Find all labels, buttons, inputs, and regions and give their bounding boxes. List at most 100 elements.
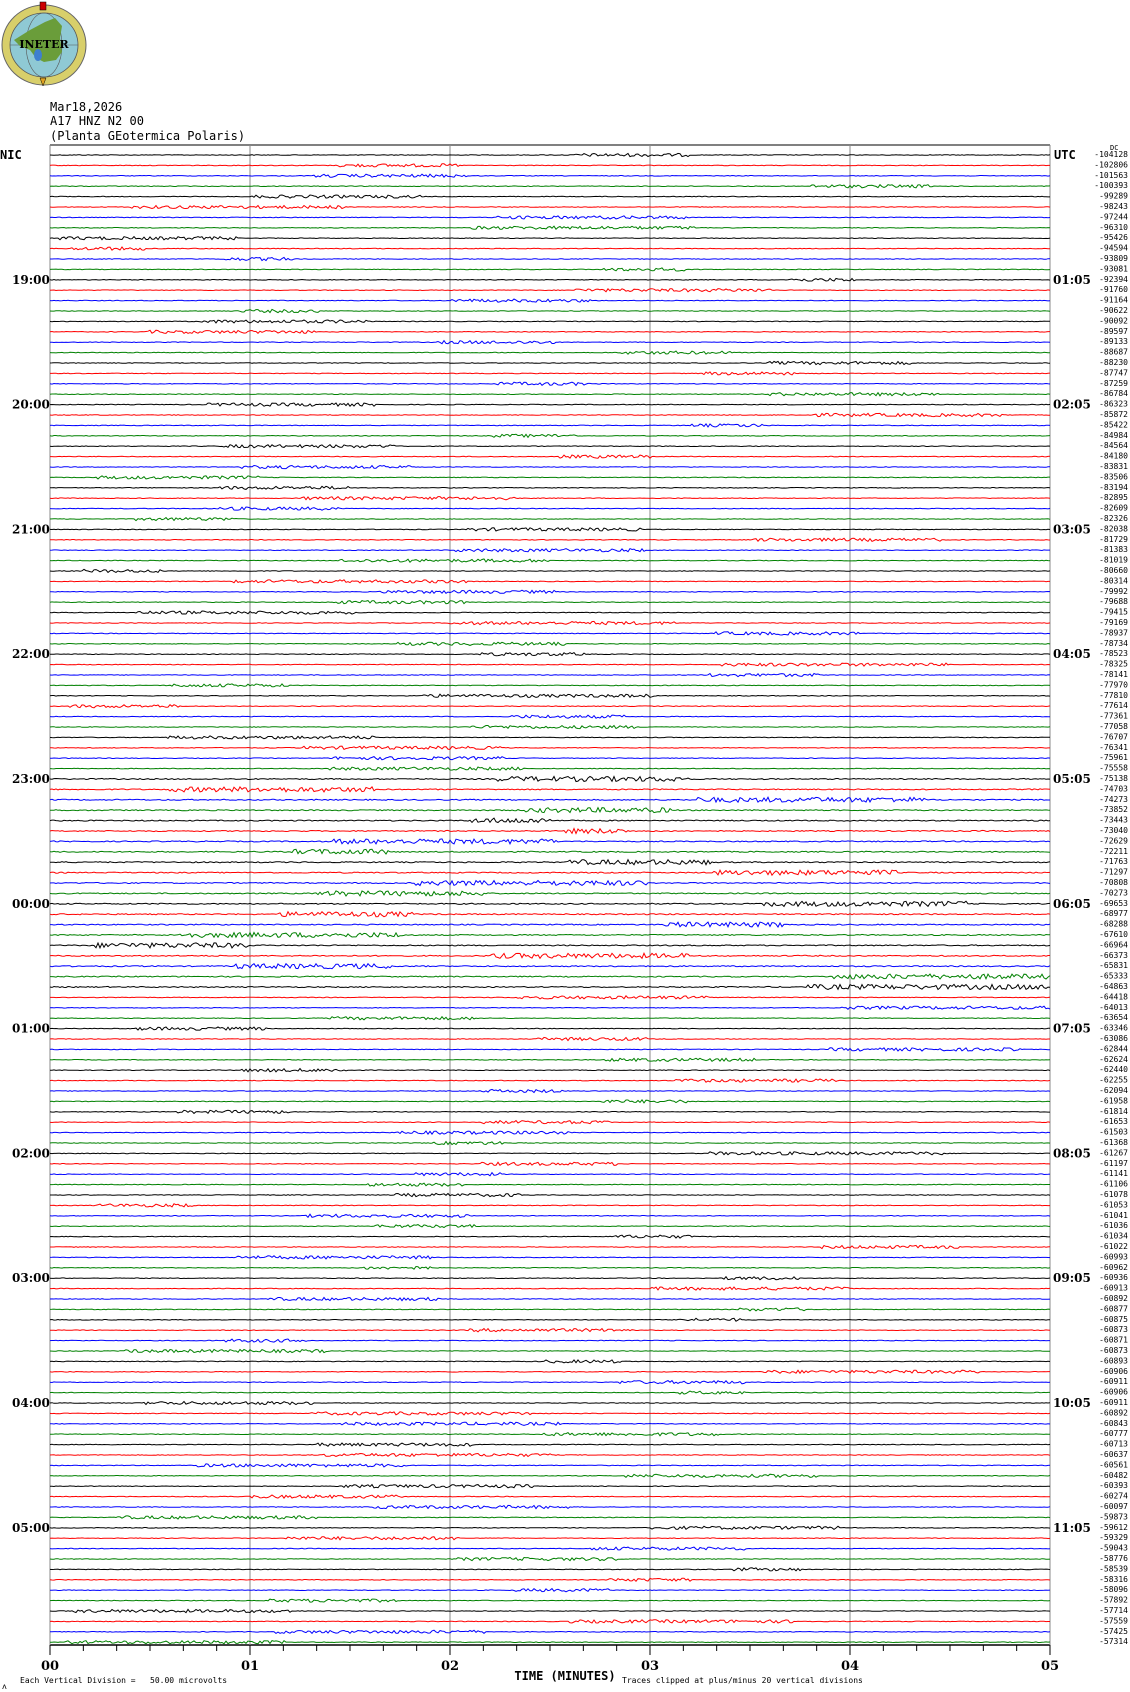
trace-offset-label: -78523 bbox=[1099, 649, 1128, 658]
trace-69 bbox=[49, 869, 1051, 877]
x-tick-label: 05 bbox=[1041, 1659, 1059, 1674]
trace-72 bbox=[49, 900, 1051, 908]
trace-103 bbox=[49, 1223, 1051, 1229]
trace-56 bbox=[49, 735, 1051, 740]
trace-48 bbox=[49, 651, 1051, 657]
right-timezone-label: UTC bbox=[1054, 148, 1076, 162]
right-hour-label: 01:05 bbox=[1053, 273, 1091, 287]
trace-1 bbox=[49, 163, 1050, 168]
trace-offset-label: -79688 bbox=[1099, 597, 1128, 606]
trace-offset-label: -77361 bbox=[1099, 712, 1128, 721]
trace-15 bbox=[49, 308, 1051, 314]
trace-10 bbox=[50, 256, 1050, 262]
trace-82 bbox=[49, 1005, 1051, 1010]
trace-offset-label: -82038 bbox=[1099, 524, 1128, 533]
trace-5 bbox=[49, 204, 1051, 210]
trace-34 bbox=[49, 506, 1051, 511]
trace-offset-label: -71763 bbox=[1099, 857, 1128, 866]
trace-offset-label: -60873 bbox=[1099, 1346, 1128, 1355]
left-hour-label: 21:00 bbox=[12, 522, 50, 536]
trace-104 bbox=[49, 1234, 1050, 1239]
trace-offset-label: -60777 bbox=[1099, 1429, 1128, 1438]
trace-3 bbox=[49, 183, 1051, 189]
trace-93 bbox=[49, 1119, 1051, 1125]
trace-6 bbox=[49, 215, 1051, 220]
trace-74 bbox=[50, 921, 1051, 928]
trace-105 bbox=[50, 1244, 1051, 1250]
right-hour-label: 11:05 bbox=[1053, 1521, 1091, 1535]
trace-129 bbox=[49, 1494, 1050, 1499]
trace-offset-label: -57714 bbox=[1099, 1606, 1128, 1615]
trace-25 bbox=[49, 412, 1050, 418]
trace-offset-label: -98243 bbox=[1099, 202, 1128, 211]
trace-offset-label: -57314 bbox=[1099, 1637, 1128, 1646]
trace-120 bbox=[49, 1400, 1051, 1406]
trace-128 bbox=[49, 1483, 1050, 1489]
trace-0 bbox=[49, 152, 1051, 158]
trace-53 bbox=[49, 704, 1051, 709]
trace-143 bbox=[49, 1639, 1051, 1645]
trace-offset-label: -58096 bbox=[1099, 1585, 1128, 1594]
trace-offset-label: -61106 bbox=[1099, 1180, 1128, 1189]
trace-offset-label: -58539 bbox=[1099, 1564, 1128, 1573]
trace-125 bbox=[49, 1452, 1051, 1458]
trace-86 bbox=[49, 1047, 1050, 1052]
trace-offset-label: -81019 bbox=[1099, 556, 1128, 565]
trace-112 bbox=[49, 1317, 1050, 1322]
trace-137 bbox=[49, 1577, 1051, 1583]
trace-121 bbox=[49, 1411, 1051, 1416]
right-hour-label: 03:05 bbox=[1053, 522, 1091, 536]
trace-32 bbox=[50, 485, 1051, 490]
trace-77 bbox=[49, 952, 1050, 960]
trace-offset-label: -72629 bbox=[1099, 836, 1128, 845]
trace-offset-label: -61078 bbox=[1099, 1190, 1128, 1199]
trace-95 bbox=[49, 1140, 1051, 1146]
trace-52 bbox=[49, 693, 1051, 699]
trace-130 bbox=[50, 1504, 1051, 1510]
trace-offset-label: -59873 bbox=[1099, 1512, 1128, 1521]
trace-offset-label: -104128 bbox=[1094, 150, 1128, 159]
trace-offset-label: -60561 bbox=[1099, 1460, 1128, 1469]
trace-88 bbox=[49, 1067, 1051, 1073]
trace-offset-label: -69653 bbox=[1099, 899, 1128, 908]
trace-offset-label: -68288 bbox=[1099, 920, 1128, 929]
left-timezone-label: NIC bbox=[0, 148, 22, 162]
trace-136 bbox=[49, 1567, 1051, 1572]
trace-offset-label: -61368 bbox=[1099, 1138, 1128, 1147]
trace-9 bbox=[49, 246, 1051, 251]
trace-offset-label: -91760 bbox=[1099, 285, 1128, 294]
trace-79 bbox=[50, 973, 1051, 981]
trace-offset-label: -58776 bbox=[1099, 1554, 1128, 1563]
trace-73 bbox=[49, 910, 1051, 918]
trace-offset-label: -73852 bbox=[1099, 805, 1128, 814]
trace-65 bbox=[49, 827, 1051, 835]
trace-offset-label: -95426 bbox=[1099, 233, 1128, 242]
trace-offset-label: -80660 bbox=[1099, 566, 1128, 575]
trace-71 bbox=[49, 890, 1051, 897]
trace-offset-label: -61503 bbox=[1099, 1128, 1128, 1137]
trace-offset-label: -63654 bbox=[1099, 1013, 1128, 1022]
trace-84 bbox=[49, 1026, 1050, 1031]
trace-offset-label: -58316 bbox=[1099, 1575, 1128, 1584]
trace-138 bbox=[50, 1587, 1051, 1593]
trace-111 bbox=[49, 1307, 1051, 1312]
x-tick-label: 02 bbox=[441, 1659, 459, 1674]
trace-offset-label: -61653 bbox=[1099, 1117, 1128, 1126]
trace-offset-label: -60892 bbox=[1099, 1294, 1128, 1303]
trace-offset-label: -72211 bbox=[1099, 847, 1128, 856]
trace-21 bbox=[50, 371, 1051, 376]
x-axis-label: TIME (MINUTES) bbox=[514, 1669, 615, 1683]
trace-offset-label: -83831 bbox=[1099, 462, 1128, 471]
trace-offset-label: -73443 bbox=[1099, 816, 1128, 825]
trace-61 bbox=[49, 786, 1051, 793]
trace-offset-label: -60393 bbox=[1099, 1481, 1128, 1490]
trace-119 bbox=[49, 1390, 1050, 1395]
trace-19 bbox=[49, 350, 1051, 355]
trace-offset-label: -60906 bbox=[1099, 1367, 1128, 1376]
trace-67 bbox=[49, 848, 1051, 855]
trace-offset-label: -57559 bbox=[1099, 1616, 1128, 1625]
trace-75 bbox=[49, 931, 1051, 939]
logo-small-icon: ᴧ bbox=[2, 1682, 7, 1691]
trace-offset-label: -88687 bbox=[1099, 348, 1128, 357]
trace-offset-label: -60913 bbox=[1099, 1284, 1128, 1293]
